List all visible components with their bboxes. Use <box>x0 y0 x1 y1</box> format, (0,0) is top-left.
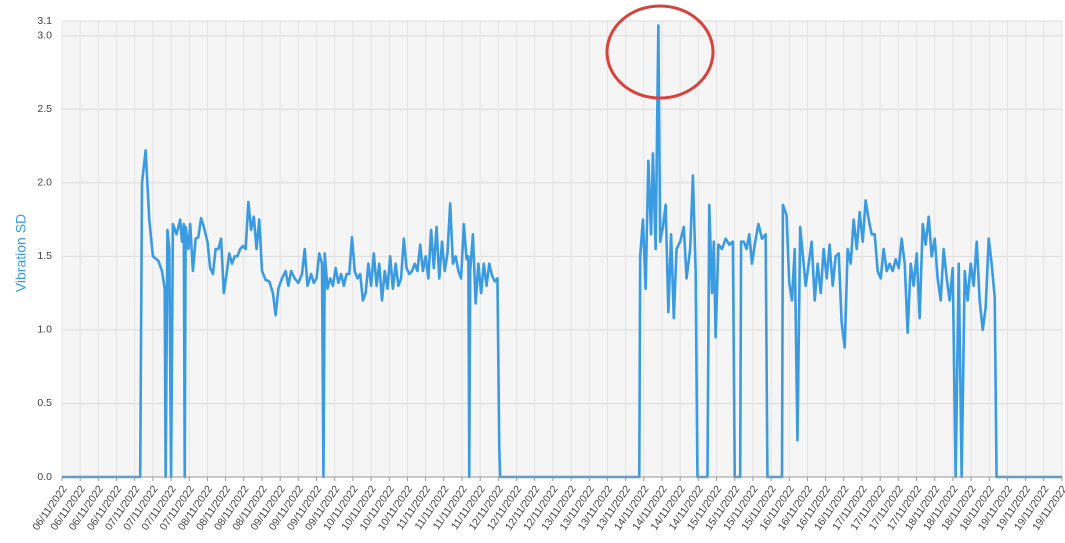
data-line <box>62 24 1062 479</box>
series-layer <box>62 24 1062 479</box>
y-tick-label: 2.5 <box>37 103 52 115</box>
y-tick-label: 2.0 <box>37 177 52 189</box>
y-tick-label: 0.5 <box>37 397 52 409</box>
highlight-circle <box>605 4 715 100</box>
y-tick-label: 0.0 <box>37 471 52 483</box>
y-tick-label: 3.0 <box>37 29 52 41</box>
y-axis-title: Vibration SD <box>13 214 29 292</box>
plot-area <box>62 21 1062 477</box>
tick-layer: 0.00.51.01.52.02.53.03.106/11/202206/11/… <box>30 15 1065 533</box>
grid <box>61 20 1063 478</box>
y-tick-label: 1.0 <box>37 324 52 336</box>
y-tick-label: 1.5 <box>37 250 52 262</box>
y-tick-label: 3.1 <box>37 15 52 27</box>
